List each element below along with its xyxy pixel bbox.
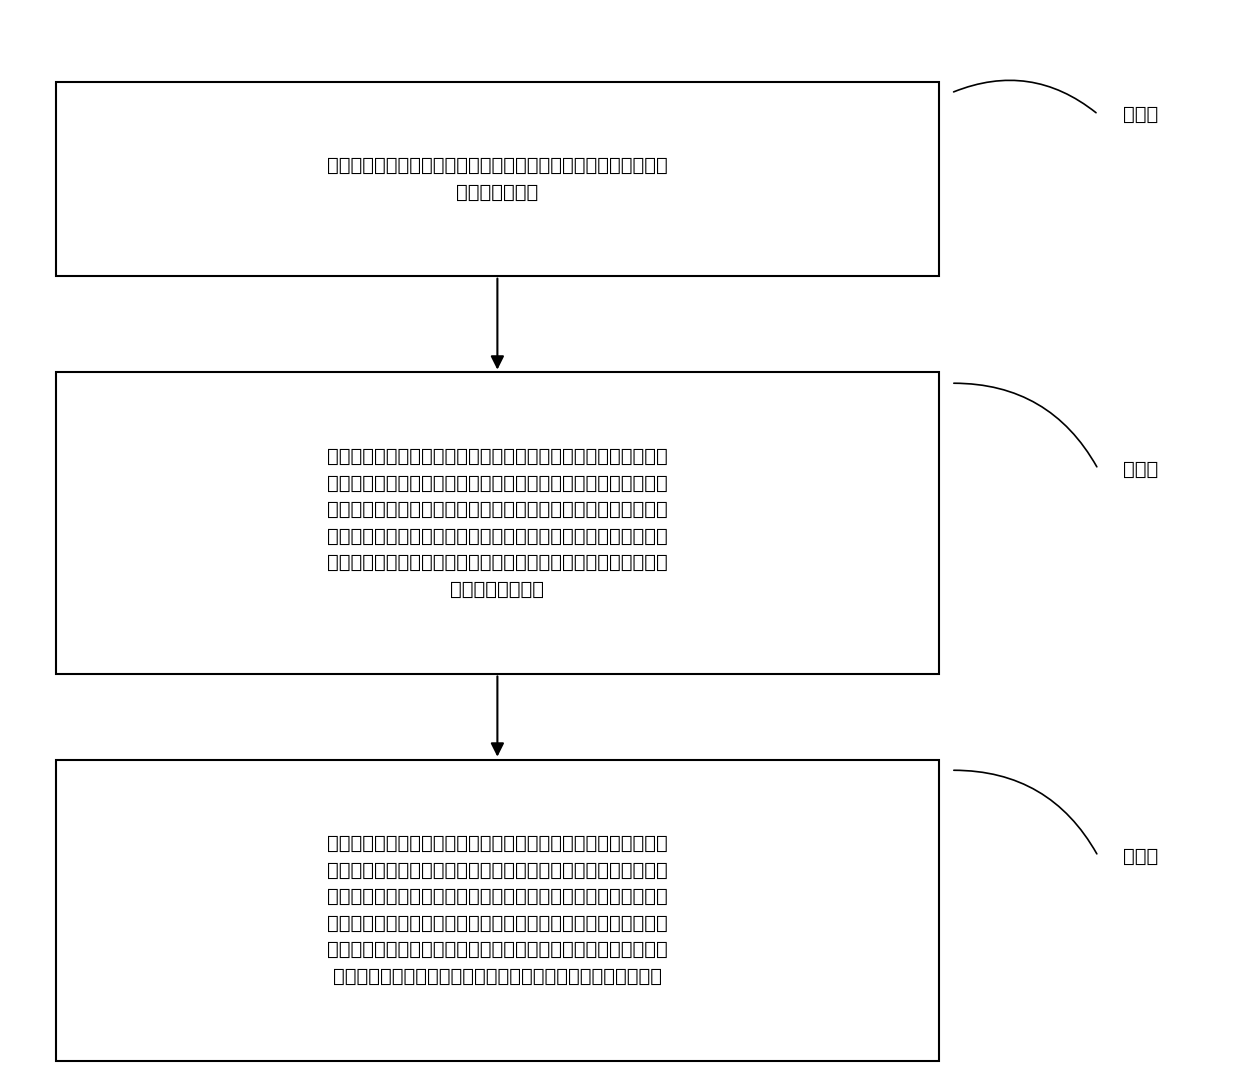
FancyBboxPatch shape [56, 372, 939, 673]
Text: 以测角初始估计值为中心，设定角度搜索范围，在角度搜索范围内
，以设定的第二步长划分得到二次搜索格点，根据阵列天线的阵列
流型，根据每个二次搜索格点的角度对应的本: 以测角初始估计值为中心，设定角度搜索范围，在角度搜索范围内 ，以设定的第二步长划… [327, 834, 668, 986]
Text: 步骤一: 步骤一 [1122, 105, 1158, 124]
Text: 在阵列天线的测角范围内，以设定的第一步长划分一次搜索格点，
根据阵列天线的阵列流型，根据每一个一次搜索格点的角度对应的
本地参考信号载波相位差矢量，构造一次搜索: 在阵列天线的测角范围内，以设定的第一步长划分一次搜索格点， 根据阵列天线的阵列流… [327, 448, 668, 599]
Text: 步骤二: 步骤二 [1122, 460, 1158, 479]
FancyBboxPatch shape [56, 759, 939, 1061]
Text: 步骤三: 步骤三 [1122, 847, 1158, 866]
Text: 采用阵列天线进行信号接收，利用接收信号的相位差测量值构造接
收信号导向矢量: 采用阵列天线进行信号接收，利用接收信号的相位差测量值构造接 收信号导向矢量 [327, 156, 668, 201]
FancyBboxPatch shape [56, 82, 939, 276]
